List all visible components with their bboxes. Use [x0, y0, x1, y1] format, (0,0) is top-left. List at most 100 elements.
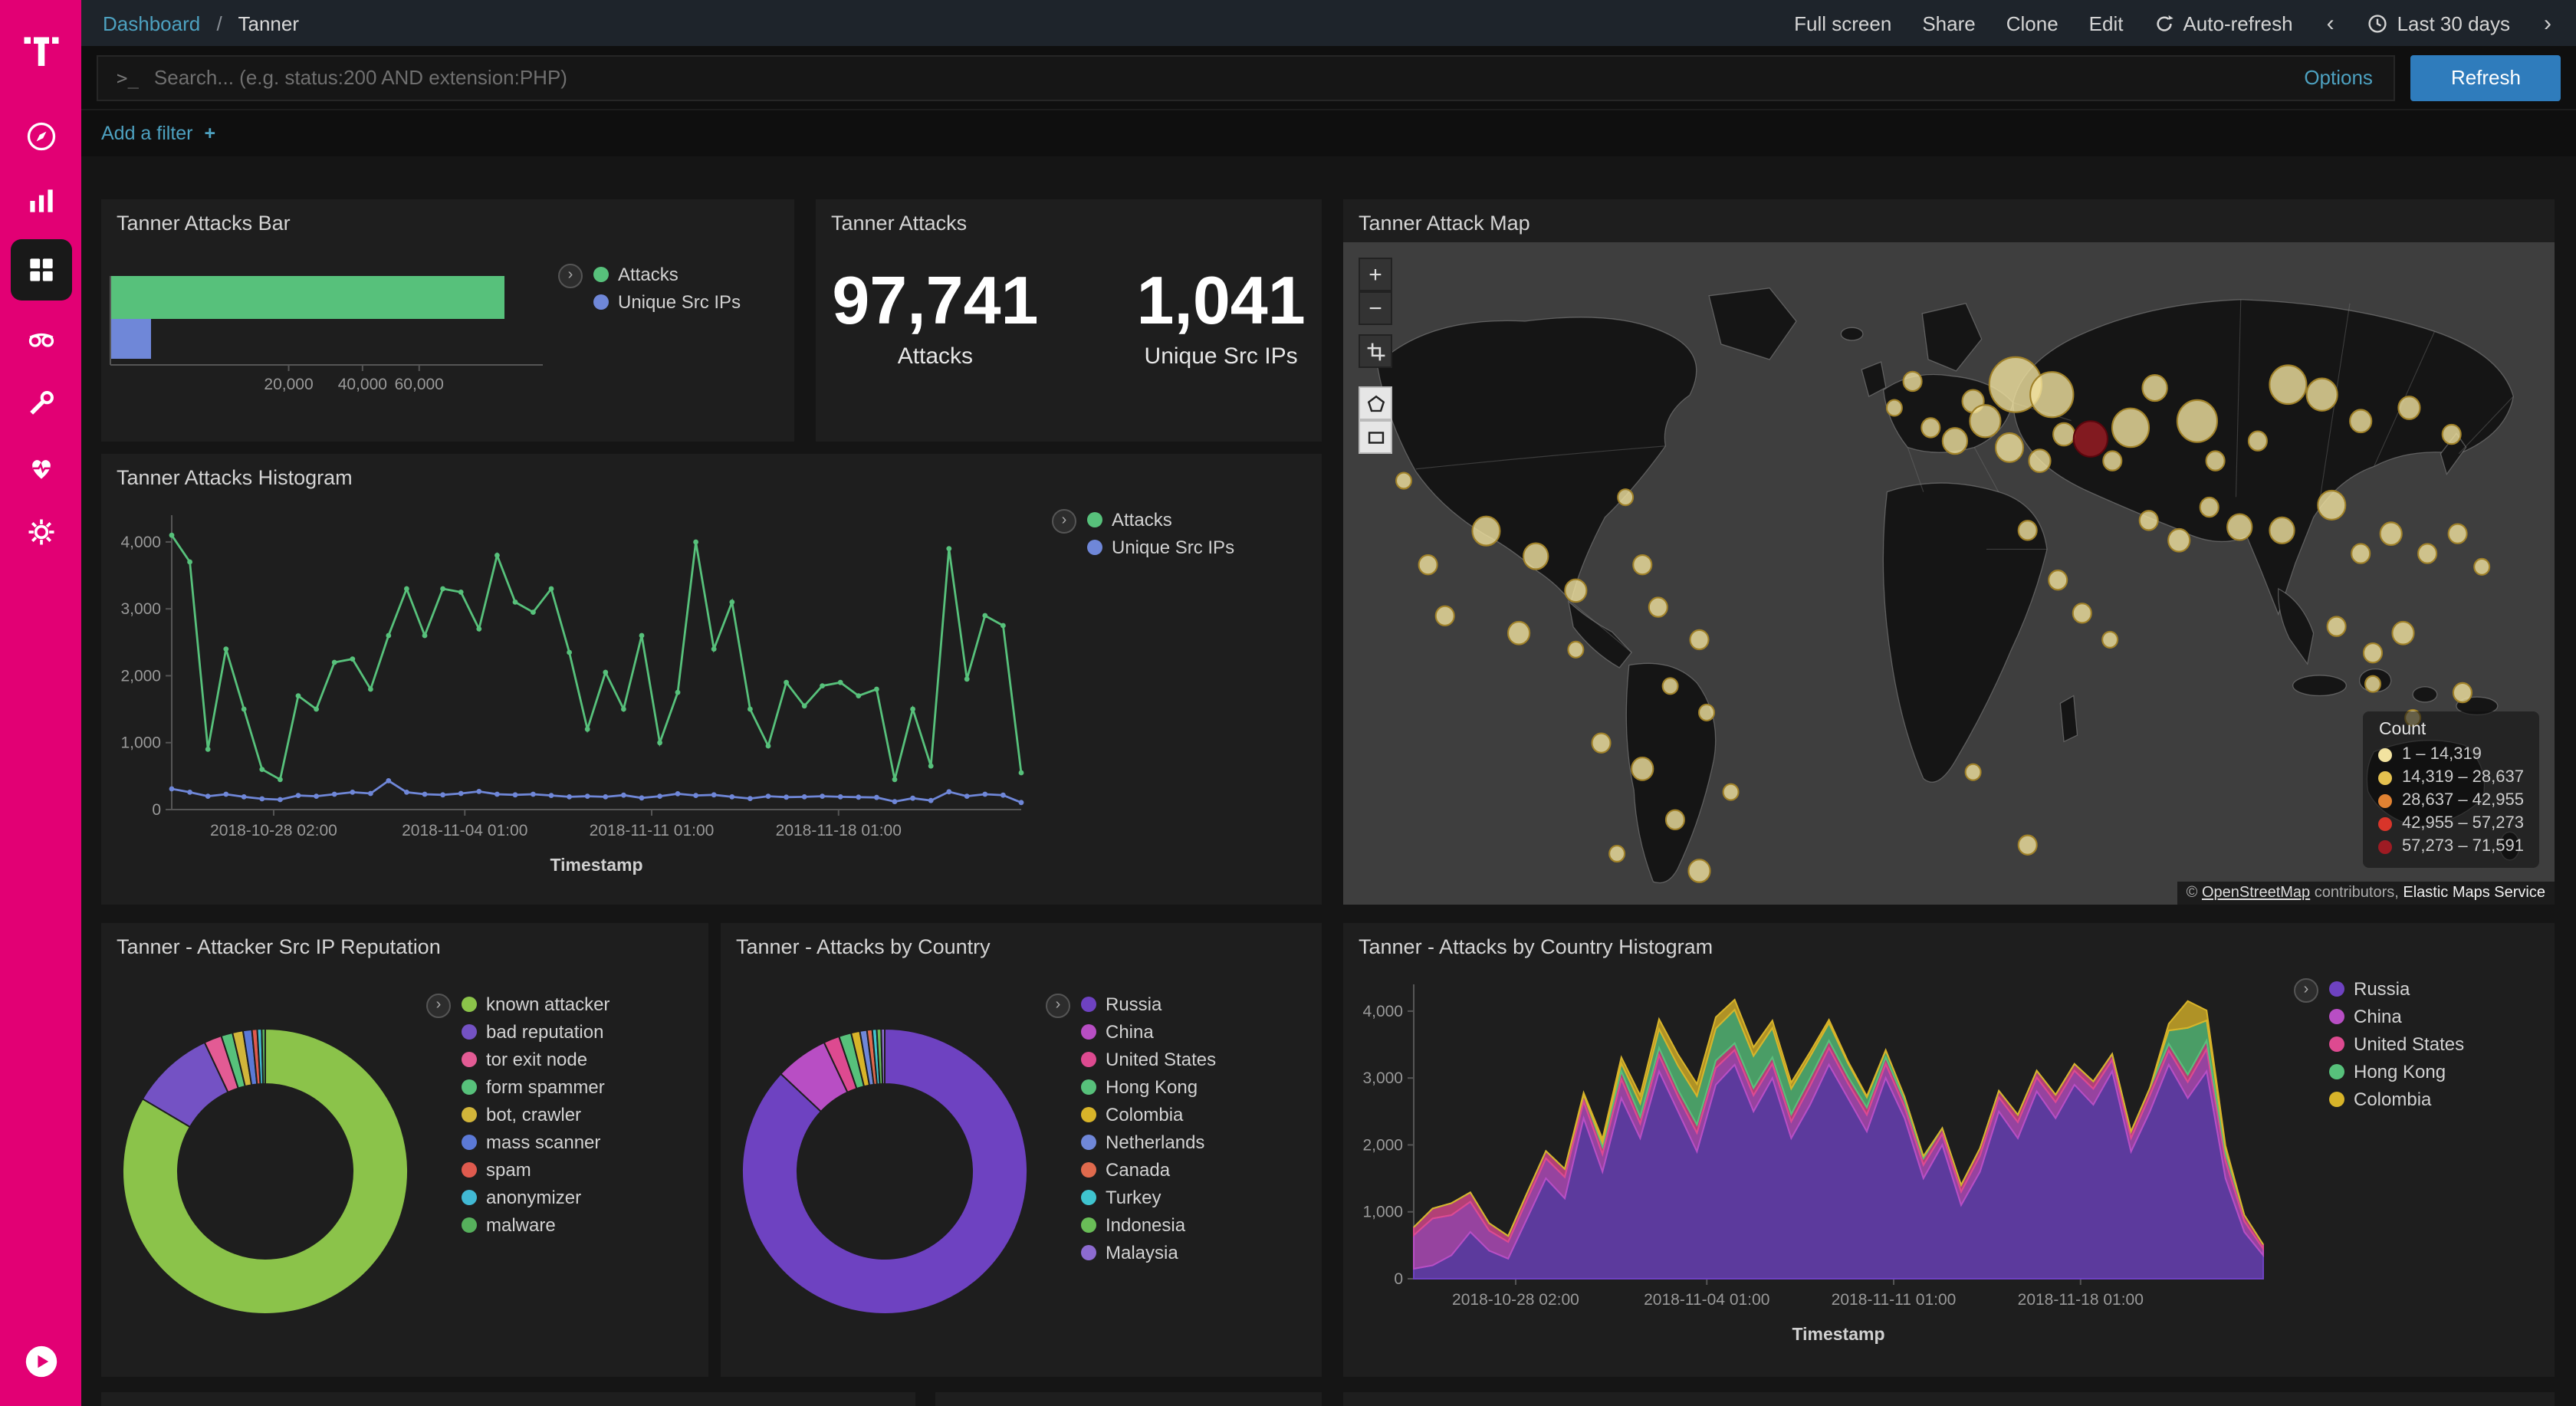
donut-slice[interactable]	[122, 1027, 409, 1315]
attack-bubble[interactable]	[2473, 557, 2491, 576]
attack-bubble[interactable]	[1687, 859, 1711, 883]
attack-bubble[interactable]	[1698, 703, 1715, 721]
legend-item[interactable]: Indonesia	[1081, 1214, 1216, 1236]
attack-bubble[interactable]	[1885, 399, 1903, 417]
zoom-in-button[interactable]: +	[1359, 258, 1392, 291]
attack-bubble[interactable]	[2028, 448, 2052, 473]
attack-bubble[interactable]	[2417, 543, 2438, 564]
attack-bubble[interactable]	[1902, 370, 1923, 393]
osm-link[interactable]: OpenStreetMap	[2201, 885, 2311, 902]
attack-bubble[interactable]	[2452, 682, 2472, 704]
attack-bubble[interactable]	[1921, 417, 1941, 439]
attack-bubble[interactable]	[1631, 757, 1654, 781]
sidebar-item-discover[interactable]	[12, 110, 70, 163]
t-mobile-logo[interactable]	[12, 18, 70, 83]
legend-item[interactable]: Attacks	[593, 264, 741, 285]
attack-bubble[interactable]	[2391, 620, 2415, 646]
legend-item[interactable]: United States	[2329, 1033, 2464, 1055]
attack-bubble[interactable]	[2102, 450, 2123, 471]
attack-bubble[interactable]	[1608, 844, 1626, 863]
donut-slice[interactable]	[741, 1027, 1029, 1315]
sidebar-item-management[interactable]	[12, 506, 70, 558]
attack-bubble[interactable]	[1564, 578, 1588, 603]
attack-bubble[interactable]	[2167, 527, 2191, 553]
search-input[interactable]	[153, 66, 2289, 89]
legend-item[interactable]: spam	[462, 1159, 610, 1181]
legend-item[interactable]: Hong Kong	[2329, 1061, 2464, 1082]
legend-item[interactable]: Canada	[1081, 1159, 1216, 1181]
legend-item[interactable]: form spammer	[462, 1076, 610, 1098]
full-screen-button[interactable]: Full screen	[1794, 11, 1892, 34]
legend-item[interactable]: Colombia	[2329, 1089, 2464, 1110]
attack-bubble[interactable]	[2305, 377, 2338, 412]
attack-bubble[interactable]	[2072, 603, 2092, 624]
auto-refresh-button[interactable]: Auto-refresh	[2154, 11, 2293, 34]
legend-item[interactable]: mass scanner	[462, 1132, 610, 1153]
legend-item[interactable]: anonymizer	[462, 1187, 610, 1208]
legend-toggle-button[interactable]: ›	[1052, 509, 1076, 534]
donut-slice[interactable]	[261, 1027, 266, 1086]
attack-bubble[interactable]	[1434, 605, 1455, 627]
attack-bubble[interactable]	[1591, 732, 1612, 754]
legend-toggle-button[interactable]: ›	[426, 994, 451, 1018]
attack-bubble[interactable]	[1964, 763, 1982, 781]
elastic-maps-link[interactable]: Elastic Maps Service	[2403, 885, 2545, 902]
legend-toggle-button[interactable]: ›	[558, 264, 583, 288]
attack-bubble[interactable]	[2317, 489, 2347, 521]
attack-bubble[interactable]	[2364, 675, 2381, 693]
refresh-button[interactable]: Refresh	[2410, 54, 2561, 100]
legend-item[interactable]: known attacker	[462, 994, 610, 1015]
attack-bubble[interactable]	[1395, 471, 1412, 490]
attack-bubble[interactable]	[2141, 374, 2168, 402]
options-link[interactable]: Options	[2304, 66, 2373, 89]
attack-bubble[interactable]	[1994, 432, 2025, 463]
attack-bubble[interactable]	[2379, 521, 2403, 547]
legend-toggle-button[interactable]: ›	[1046, 994, 1070, 1018]
donut-slice[interactable]	[880, 1027, 886, 1086]
time-forward-button[interactable]: ›	[2544, 10, 2551, 36]
attack-bubble[interactable]	[2052, 422, 2076, 447]
legend-item[interactable]: Attacks	[1087, 509, 1234, 531]
attack-bubble[interactable]	[1941, 427, 1969, 455]
attack-bubble[interactable]	[1523, 542, 1549, 570]
attack-bubble[interactable]	[1507, 620, 1531, 646]
attack-bubble[interactable]	[1969, 404, 2002, 439]
legend-toggle-button[interactable]: ›	[2294, 978, 2318, 1003]
attack-bubble[interactable]	[1664, 809, 1685, 831]
attack-bubble[interactable]	[1418, 554, 1438, 576]
legend-item[interactable]: tor exit node	[462, 1049, 610, 1070]
attack-bubble[interactable]	[2349, 409, 2373, 434]
sidebar-item-devtools[interactable]	[12, 377, 70, 429]
attack-bubble[interactable]	[2101, 630, 2119, 649]
edit-button[interactable]: Edit	[2088, 11, 2124, 34]
legend-item[interactable]: Turkey	[1081, 1187, 1216, 1208]
attack-bubble[interactable]	[2138, 510, 2159, 531]
attack-bubble[interactable]	[1632, 554, 1653, 576]
attack-bubble[interactable]	[2017, 520, 2038, 541]
attack-bubble[interactable]	[2199, 496, 2220, 518]
attack-bubble[interactable]	[2269, 516, 2295, 544]
attack-bubble[interactable]	[2326, 616, 2347, 637]
attack-bubble[interactable]	[2447, 523, 2468, 544]
attack-bubble[interactable]	[1617, 488, 1635, 507]
attack-bubble[interactable]	[1661, 677, 1679, 695]
attack-bubble[interactable]	[2441, 423, 2462, 445]
legend-item[interactable]: United States	[1081, 1049, 1216, 1070]
attack-bubble[interactable]	[1689, 629, 1710, 651]
time-back-button[interactable]: ‹	[2326, 10, 2334, 36]
attack-bubble[interactable]	[2111, 407, 2150, 448]
sidebar-item-visualize[interactable]	[12, 175, 70, 227]
attack-map[interactable]: + −	[1343, 242, 2555, 905]
legend-item[interactable]: Unique Src IPs	[1087, 537, 1234, 558]
play-button[interactable]	[12, 1335, 70, 1388]
legend-item[interactable]: China	[2329, 1006, 2464, 1027]
attack-bubble[interactable]	[2017, 834, 2038, 856]
sidebar-item-monitoring[interactable]	[12, 442, 70, 494]
attack-bubble[interactable]	[1567, 640, 1585, 659]
legend-item[interactable]: Russia	[1081, 994, 1216, 1015]
draw-polygon-button[interactable]	[1359, 386, 1392, 420]
attack-bubble[interactable]	[2029, 371, 2075, 419]
draw-rectangle-button[interactable]	[1359, 420, 1392, 454]
legend-item[interactable]: Hong Kong	[1081, 1076, 1216, 1098]
attack-bubble[interactable]	[2397, 396, 2421, 420]
